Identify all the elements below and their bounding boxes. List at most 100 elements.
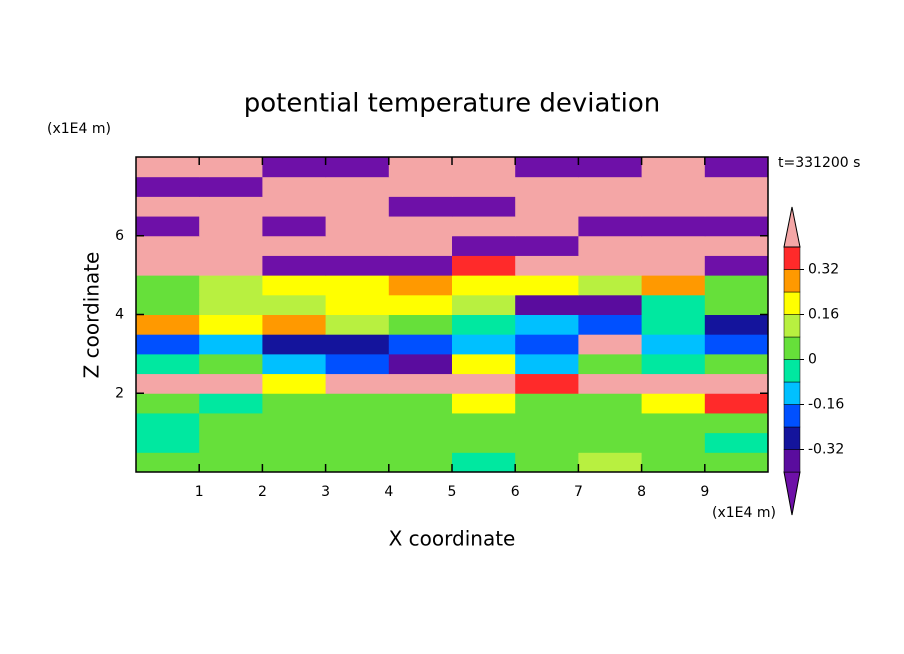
field-cell <box>388 432 453 453</box>
field-cell <box>262 353 327 375</box>
field-cell <box>452 412 516 434</box>
field-cell <box>515 373 579 394</box>
field-cell <box>262 373 327 394</box>
field-cell <box>136 432 200 453</box>
y-unit: (x1E4 m) <box>47 121 111 137</box>
field-cell <box>515 275 579 296</box>
field-cell <box>641 432 706 453</box>
field-cell <box>136 412 200 434</box>
field-cell <box>515 196 579 217</box>
x-unit: (x1E4 m) <box>712 505 776 521</box>
field-cell <box>325 294 390 315</box>
field-cell <box>262 432 327 453</box>
field-cell <box>515 216 579 237</box>
field-cell <box>452 353 516 375</box>
field-cell <box>388 393 453 414</box>
field-cell <box>262 294 327 315</box>
field-cell <box>388 353 453 375</box>
colorbar-box <box>783 426 801 450</box>
field-cell <box>578 432 643 453</box>
field-cell <box>199 334 263 355</box>
field-cell <box>578 255 643 276</box>
field-cell <box>262 255 327 276</box>
field-cell <box>578 393 643 414</box>
field-cell <box>578 294 643 315</box>
field-cell <box>325 235 390 256</box>
field-cell <box>515 412 579 434</box>
field-cell <box>641 452 706 473</box>
field-cell <box>704 176 769 197</box>
colorbar-box <box>783 269 801 293</box>
field-cell <box>199 235 263 256</box>
colorbar-box <box>783 291 801 315</box>
field-cell <box>136 294 200 315</box>
field-cell <box>388 373 453 394</box>
field-cell <box>641 255 706 276</box>
field-cell <box>515 353 579 375</box>
field-cell <box>704 353 769 375</box>
time-label: t=331200 s <box>778 155 860 171</box>
colorbar-tick-label: 0.32 <box>808 262 839 278</box>
field-cell <box>136 373 200 394</box>
field-cell <box>136 216 200 237</box>
field-cell <box>452 294 516 315</box>
field-cell <box>199 373 263 394</box>
field-cell <box>325 216 390 237</box>
field-cell <box>325 393 390 414</box>
field-cell <box>136 157 200 178</box>
field-cell <box>199 314 263 335</box>
colorbar-tick-label: 0.16 <box>808 307 839 323</box>
field-cell <box>452 196 516 217</box>
chart-title: potential temperature deviation <box>244 89 660 119</box>
field-cell <box>388 275 453 296</box>
field-cell <box>325 157 390 178</box>
field-cell <box>452 275 516 296</box>
field-cell <box>262 412 327 434</box>
field-cell <box>515 255 579 276</box>
field-cell <box>452 216 516 237</box>
field-cell <box>704 314 769 335</box>
field-cell <box>325 255 390 276</box>
field-cell <box>704 196 769 217</box>
field-cell <box>136 334 200 355</box>
field-cell <box>325 314 390 335</box>
colorbar-over <box>783 206 801 248</box>
field-cell <box>515 294 579 315</box>
field-cell <box>641 196 706 217</box>
field-cell <box>704 334 769 355</box>
field-cell <box>641 314 706 335</box>
field-cell <box>578 216 643 237</box>
field-cell <box>325 452 390 473</box>
field-cell <box>262 275 327 296</box>
field-cell <box>136 314 200 335</box>
field-cell <box>262 393 327 414</box>
field-cell <box>704 393 769 414</box>
field-cell <box>641 373 706 394</box>
field-cell <box>262 196 327 217</box>
field-cell <box>641 235 706 256</box>
x-tick-label: 7 <box>574 484 583 500</box>
y-tick-label: 4 <box>115 307 124 323</box>
field-cell <box>199 176 263 197</box>
field-cell <box>452 314 516 335</box>
colorbar-box <box>783 314 801 338</box>
field-cell <box>262 235 327 256</box>
x-tick-label: 3 <box>321 484 330 500</box>
field-cell <box>641 157 706 178</box>
field-cell <box>325 196 390 217</box>
colorbar-tick-label: 0 <box>808 352 817 368</box>
field-cell <box>515 176 579 197</box>
field-cell <box>136 255 200 276</box>
x-tick-label: 6 <box>511 484 520 500</box>
field-cell <box>704 216 769 237</box>
field-cell <box>704 255 769 276</box>
field-cell <box>388 196 453 217</box>
field-cell <box>452 235 516 256</box>
field-cell <box>388 412 453 434</box>
field-cell <box>641 353 706 375</box>
field-cell <box>136 452 200 473</box>
field-cell <box>325 275 390 296</box>
field-cell <box>704 373 769 394</box>
field-cell <box>704 412 769 434</box>
field-cell <box>452 373 516 394</box>
